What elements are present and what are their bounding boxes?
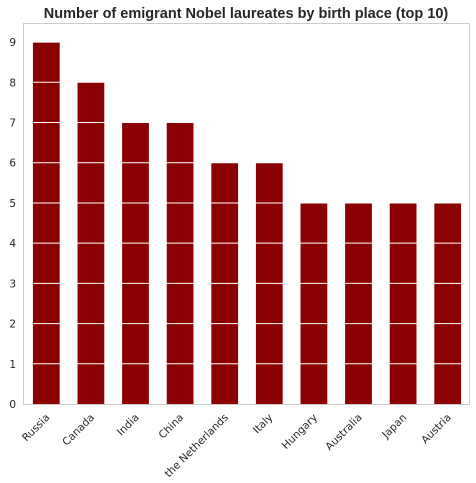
x-tick-label: Russia [20,412,52,444]
bar-india [122,122,149,405]
bar-australia [345,202,372,404]
bar-hungary [300,202,328,404]
y-tick-label: 3 [9,278,16,290]
y-tick-label: 6 [9,158,16,170]
bar-china [166,122,194,405]
bar-russia [32,42,60,404]
y-tick-label: 0 [9,399,16,411]
y-tick-label: 4 [9,238,16,250]
y-tick-label: 5 [9,198,16,210]
grid-layer [24,41,470,365]
x-tick-label: Japan [379,412,409,442]
x-tick-label: India [115,412,142,439]
x-tick-label: Canada [60,412,97,449]
chart-title: Number of emigrant Nobel laureates by bi… [44,6,449,22]
y-tick-label: 1 [9,359,16,371]
plot-frame [23,23,470,405]
x-tick-label: Hungary [280,412,320,452]
y-tick-label: 2 [9,319,16,331]
x-tick-label: Austria [419,412,454,447]
y-tick-label: 9 [9,37,16,49]
y-tick-label: 7 [9,118,16,130]
x-tick-label: Italy [251,412,276,437]
bar-japan [389,202,417,404]
y-tick-label: 8 [9,77,16,89]
y-axis: 0 1 2 3 4 5 6 7 8 9 [9,37,16,411]
x-tick-label: Australia [323,412,364,453]
bars-layer [32,42,462,405]
x-tick-label: China [157,412,187,442]
bar-austria [434,202,462,404]
